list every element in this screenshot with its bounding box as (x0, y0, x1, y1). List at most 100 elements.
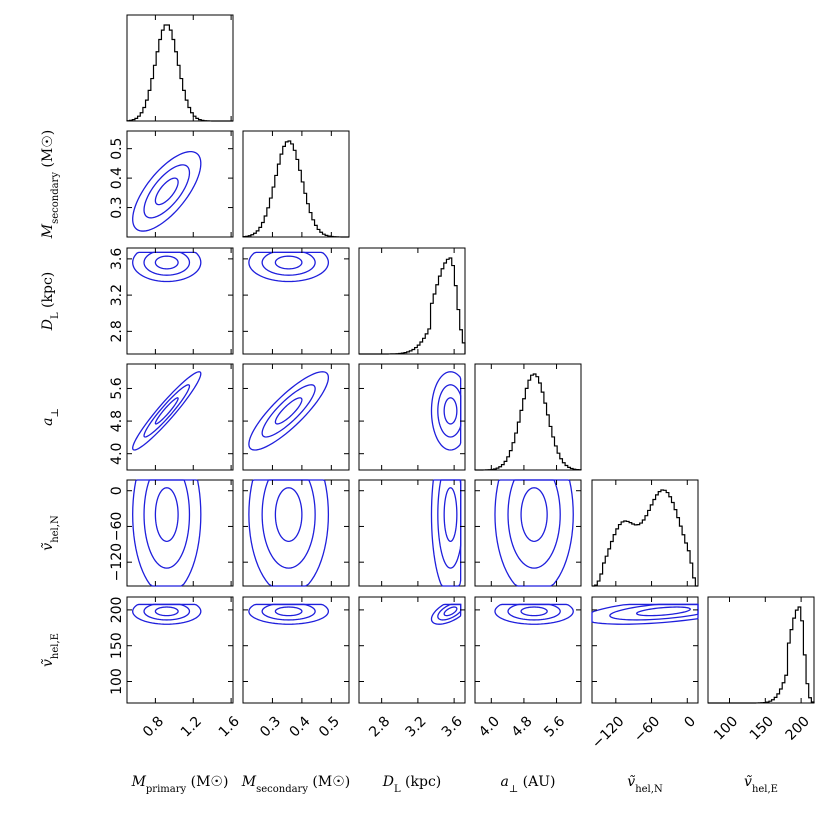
panel-mp-ms (126, 130, 234, 238)
x-tick-label-ms: 0.4 (287, 713, 314, 740)
histogram-vn (592, 489, 698, 587)
contour-mp-vn-3 (132, 479, 202, 587)
contour-vn-ve-1 (635, 606, 691, 617)
panel-vn-ve (591, 596, 699, 704)
panel-ms-ms (242, 130, 350, 238)
contour-ms-dl-3 (248, 251, 330, 283)
x-axis-label-mp: Mprimary (M☉) (131, 774, 229, 795)
panel-ap-ve (474, 596, 582, 704)
x-axis-label-ms: Msecondary (M☉) (241, 774, 351, 795)
contour-ms-ve-1 (274, 606, 303, 617)
y-tick-label-ve: 100 (109, 668, 125, 695)
panel-mp-ve (126, 596, 234, 704)
y-tick-label-ap: 5.6 (109, 377, 125, 399)
x-tick-label-mp: 1.6 (216, 713, 243, 740)
contour-dl-vn-1 (443, 487, 458, 543)
panel-ve-ve (707, 596, 815, 704)
x-tick-label-ms: 0.5 (316, 713, 343, 740)
x-axis-label-dl: DL (kpc) (382, 774, 442, 795)
y-axis-label-dl: DL (kpc) (40, 272, 61, 332)
contour-mp-ap-3 (132, 371, 202, 451)
panel-dl-vn (358, 479, 466, 587)
y-axis-label-vn: ṽhel,N (40, 515, 61, 551)
x-axis-label-vn: ṽhel,N (627, 774, 663, 795)
y-tick-label-ap: 4.8 (109, 410, 125, 432)
x-tick-label-dl: 3.6 (439, 713, 466, 740)
contour-ap-vn-1 (520, 487, 548, 542)
y-tick-label-ve: 200 (109, 597, 125, 624)
x-tick-label-vn: −120 (589, 713, 628, 752)
contour-ap-vn-2 (507, 479, 561, 569)
contour-ms-ap-2 (261, 384, 316, 438)
y-tick-label-ms: 0.3 (109, 196, 125, 218)
contour-dl-vn-2 (437, 479, 462, 569)
x-tick-label-vn: −60 (631, 713, 663, 745)
contour-dl-ve-3 (430, 603, 462, 625)
histogram-mp (126, 24, 233, 122)
panel-ms-ap (242, 363, 350, 471)
contour-mp-ms-2 (143, 164, 191, 219)
panel-mp-dl (126, 247, 234, 355)
x-tick-label-dl: 2.8 (366, 713, 393, 740)
y-tick-label-ve: 150 (109, 632, 125, 659)
contour-mp-vn-1 (154, 487, 179, 542)
panel-mp-mp (126, 14, 234, 122)
x-tick-label-ap: 4.8 (509, 713, 536, 740)
x-tick-label-ap: 4.0 (476, 713, 503, 740)
contour-mp-dl-1 (154, 255, 179, 270)
contour-ms-vn-2 (261, 479, 316, 569)
contour-mp-ms-1 (154, 177, 179, 206)
contour-ms-dl-1 (274, 255, 303, 270)
y-tick-label-vn: −120 (109, 543, 125, 581)
y-tick-label-ap: 4.0 (109, 443, 125, 465)
histogram-dl (359, 257, 466, 355)
panel-ap-ap (474, 363, 582, 471)
contour-mp-ve-1 (154, 606, 179, 617)
contour-ms-vn-3 (248, 479, 330, 587)
x-tick-label-ap: 5.6 (541, 713, 568, 740)
panel-dl-ap (358, 363, 466, 471)
y-tick-label-dl: 2.8 (109, 320, 125, 342)
y-axis-label-ms: Msecondary (M☉) (40, 130, 61, 240)
panel-dl-dl (358, 247, 466, 355)
panel-mp-vn (126, 479, 234, 587)
x-tick-label-ve: 100 (711, 713, 741, 743)
x-tick-label-vn: 0 (681, 713, 699, 731)
y-tick-label-dl: 3.6 (109, 248, 125, 270)
panel-dl-ve (358, 596, 466, 704)
contour-ap-vn-3 (494, 479, 574, 587)
y-tick-label-ms: 0.5 (109, 138, 125, 160)
panel-mp-ap (126, 363, 234, 471)
contour-mp-ap-2 (143, 384, 191, 438)
y-tick-label-vn: −60 (109, 512, 125, 542)
panel-vn-vn (591, 479, 699, 587)
histogram-ve (708, 606, 815, 704)
x-axis-label-ve: ṽhel,E (744, 774, 778, 795)
x-tick-label-mp: 0.8 (140, 713, 167, 740)
panel-ms-dl (242, 247, 350, 355)
contour-ms-ap-1 (274, 397, 303, 425)
panel-ap-vn (474, 479, 582, 587)
contour-vn-ve-3 (591, 603, 699, 625)
contour-mp-ve-3 (132, 603, 202, 625)
contour-ap-ve-3 (494, 603, 574, 625)
contour-dl-ve-1 (443, 606, 458, 617)
x-tick-label-dl: 3.2 (403, 713, 430, 740)
histogram-ms (242, 140, 349, 238)
x-tick-label-ms: 0.3 (257, 713, 284, 740)
y-tick-label-vn: 0 (109, 486, 125, 495)
x-tick-label-mp: 1.2 (178, 713, 205, 740)
contour-ms-ap-3 (248, 371, 330, 451)
histogram-ap (474, 373, 582, 471)
contour-mp-dl-3 (132, 251, 202, 283)
x-axis-label-ap: a⊥ (AU) (500, 774, 555, 795)
panel-ms-ve (242, 596, 350, 704)
contour-mp-ms-3 (132, 150, 202, 232)
y-tick-label-dl: 3.2 (109, 284, 125, 306)
contour-mp-vn-2 (143, 479, 191, 569)
contour-dl-vn-3 (430, 479, 462, 587)
y-axis-label-ve: ṽhel,E (40, 633, 61, 667)
contour-ap-ve-1 (520, 606, 548, 617)
panel-ms-vn (242, 479, 350, 587)
